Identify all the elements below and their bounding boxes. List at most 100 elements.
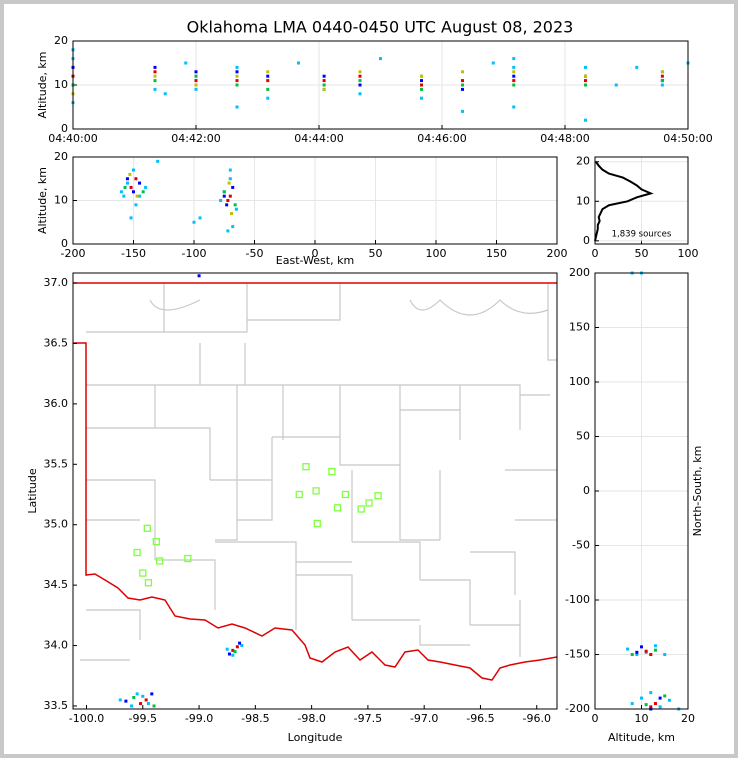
y-tick-label: 10	[576, 194, 590, 207]
x-tick-label: 04:50:00	[663, 132, 712, 145]
axes-frame	[72, 272, 558, 710]
x-tick-label: 100	[426, 247, 447, 260]
source	[630, 653, 634, 656]
source	[238, 641, 242, 645]
source	[322, 83, 326, 87]
source	[584, 118, 587, 122]
source	[228, 168, 232, 172]
source	[132, 190, 135, 194]
source	[235, 74, 239, 78]
source	[139, 702, 143, 706]
station	[184, 554, 192, 563]
station	[328, 467, 336, 476]
source	[198, 216, 202, 220]
source	[227, 652, 231, 656]
source	[663, 694, 667, 698]
x-tick-label: -97.5	[354, 712, 382, 725]
source	[266, 79, 270, 83]
x-axis-label: Altitude, km	[608, 731, 675, 744]
source	[358, 79, 362, 83]
source	[125, 177, 129, 181]
source	[234, 207, 238, 211]
source	[235, 65, 239, 69]
x-tick-label: 150	[486, 247, 507, 260]
source	[153, 70, 157, 74]
source	[233, 650, 237, 654]
source	[153, 74, 157, 78]
source	[118, 698, 122, 702]
x-tick-label: -100.0	[69, 712, 104, 725]
x-tick-label: -99.0	[185, 712, 213, 725]
source	[461, 109, 464, 113]
source	[635, 650, 639, 654]
source	[235, 83, 239, 87]
y-axis-label: Latitude	[26, 468, 39, 514]
source	[266, 74, 270, 78]
source	[138, 194, 142, 198]
source	[644, 703, 648, 707]
source	[266, 70, 270, 74]
source	[512, 70, 516, 74]
station	[333, 504, 342, 512]
axes-frame	[594, 272, 689, 710]
axes-frame	[594, 156, 689, 245]
source	[644, 649, 648, 653]
source	[225, 203, 229, 207]
station	[295, 490, 303, 499]
source	[512, 74, 516, 78]
source	[227, 181, 231, 185]
source	[150, 692, 154, 696]
source	[660, 83, 664, 87]
source	[152, 704, 156, 708]
source	[663, 653, 667, 656]
x-tick-label: 0	[592, 247, 599, 260]
station	[156, 557, 164, 565]
source	[614, 83, 618, 87]
y-tick-label: 37.0	[44, 276, 69, 289]
source	[135, 692, 139, 696]
x-tick-label: 04:44:00	[294, 132, 343, 145]
y-axis-label: Altitude, km	[36, 51, 49, 118]
y-tick-label: 150	[569, 321, 590, 334]
x-tick-label: 100	[678, 247, 699, 260]
source	[146, 702, 150, 706]
source	[266, 96, 270, 100]
source	[322, 79, 326, 83]
y-tick-label: 35.0	[44, 518, 69, 531]
source	[512, 65, 516, 69]
x-tick-label: -96.0	[523, 712, 551, 725]
source	[461, 83, 464, 87]
source	[660, 79, 664, 83]
x-tick-label: 50	[369, 247, 383, 260]
source	[156, 159, 160, 163]
source	[649, 691, 653, 695]
source	[134, 203, 138, 207]
source	[134, 177, 138, 181]
source	[461, 79, 464, 83]
map-geometry	[73, 282, 557, 681]
x-axis-label: Longitude	[288, 731, 343, 744]
source	[144, 185, 148, 189]
source	[491, 61, 495, 65]
station	[357, 505, 365, 513]
source	[461, 87, 464, 91]
source	[222, 190, 226, 194]
y-tick-label: 20	[54, 150, 68, 163]
source	[231, 225, 235, 229]
source	[658, 705, 662, 709]
source	[192, 220, 196, 224]
source	[297, 61, 300, 65]
station	[152, 537, 160, 546]
y-tick-label: 50	[576, 430, 590, 443]
source	[420, 74, 423, 78]
source	[135, 194, 139, 198]
y-tick-label: -50	[572, 539, 590, 552]
x-tick-label: 04:40:00	[48, 132, 97, 145]
source	[322, 74, 326, 78]
y-tick-label: 20	[54, 34, 68, 47]
source	[653, 648, 657, 652]
source	[626, 647, 630, 651]
station	[341, 490, 350, 499]
x-tick-label: 04:42:00	[171, 132, 220, 145]
